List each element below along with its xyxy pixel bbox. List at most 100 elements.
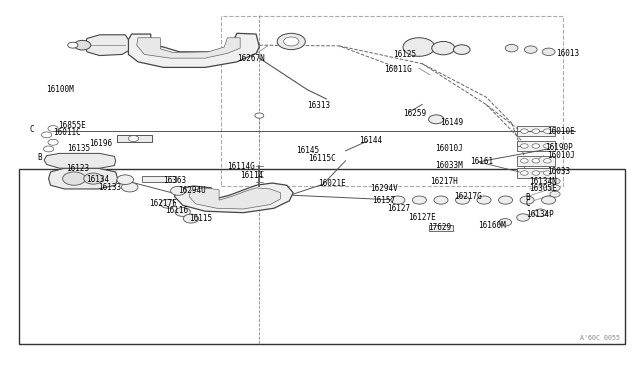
Circle shape [42,132,52,138]
Circle shape [175,208,190,217]
Text: C: C [30,125,35,134]
Circle shape [541,196,556,204]
Text: 16115C: 16115C [308,154,336,163]
Circle shape [543,158,551,163]
Text: 16100M: 16100M [46,85,74,94]
Circle shape [171,186,186,195]
Text: 16033: 16033 [547,167,570,176]
Text: 16123: 16123 [66,164,89,173]
Circle shape [532,144,540,148]
Text: B: B [38,153,42,162]
Circle shape [532,129,540,134]
Circle shape [129,136,139,141]
Text: 16217H: 16217H [430,177,458,186]
Circle shape [499,196,513,204]
Text: 16855E: 16855E [58,121,86,130]
Text: 16190P: 16190P [545,143,573,152]
Text: 16011G: 16011G [384,65,412,74]
Bar [429,225,453,231]
Polygon shape [85,35,129,55]
Circle shape [499,219,511,226]
Circle shape [524,46,537,53]
Text: 16134P: 16134P [525,211,554,219]
Circle shape [456,196,470,204]
Text: 17629: 17629 [429,223,452,232]
Text: 16127: 16127 [387,205,410,214]
Circle shape [74,40,91,50]
Text: 16134N: 16134N [529,177,557,186]
Circle shape [520,158,528,163]
Text: 16313: 16313 [307,101,330,110]
Circle shape [161,199,175,208]
Text: 16363: 16363 [164,176,187,185]
Bar [516,126,555,137]
Polygon shape [49,168,118,189]
Circle shape [429,115,444,124]
Text: 16013: 16013 [556,49,579,58]
Polygon shape [189,188,280,209]
Polygon shape [44,153,116,168]
Circle shape [550,185,560,191]
Text: 16217F: 16217F [150,199,177,208]
Text: 16010J: 16010J [435,144,463,153]
Circle shape [255,113,264,118]
Circle shape [117,175,134,185]
Circle shape [534,209,547,217]
Text: 16135: 16135 [67,144,90,153]
Circle shape [543,144,551,148]
Text: 16011C: 16011C [52,128,81,137]
Circle shape [48,139,58,145]
Circle shape [84,173,103,184]
Circle shape [68,42,78,48]
Circle shape [122,182,138,192]
Circle shape [63,172,86,185]
Polygon shape [137,38,240,58]
Text: 16149: 16149 [440,118,463,127]
Circle shape [44,146,54,152]
Circle shape [477,196,491,204]
Circle shape [543,129,551,134]
Circle shape [520,129,528,134]
Circle shape [532,158,540,163]
Text: 16305E: 16305E [529,185,557,193]
Text: A'60C 0055: A'60C 0055 [580,335,620,341]
Text: 16145: 16145 [296,146,319,155]
Text: 16133: 16133 [98,183,121,192]
Circle shape [284,37,299,46]
Text: 16010J: 16010J [547,151,575,160]
Circle shape [454,45,470,54]
Circle shape [277,33,305,49]
Text: 16010E: 16010E [547,126,575,136]
Text: 16217G: 16217G [454,192,482,201]
Circle shape [550,178,560,184]
Text: 16114: 16114 [240,171,263,180]
Text: B: B [525,193,531,202]
Text: 16144: 16144 [360,136,383,145]
Text: 16021E: 16021E [318,179,346,188]
Circle shape [520,171,528,175]
Circle shape [183,214,198,223]
Text: 16115: 16115 [189,214,212,223]
Bar [516,168,555,178]
Bar [117,135,152,142]
Text: 16157: 16157 [372,196,396,205]
Circle shape [412,196,426,204]
Polygon shape [174,183,293,213]
Text: 16161: 16161 [470,157,493,166]
Text: 16294U: 16294U [178,186,206,195]
Text: 16294V: 16294V [370,185,397,193]
Circle shape [505,44,518,52]
Text: 16259: 16259 [403,109,426,118]
Text: 16033M: 16033M [435,161,463,170]
Circle shape [391,196,405,204]
Text: 16160M: 16160M [478,221,506,230]
Circle shape [520,144,528,148]
Bar [516,155,555,166]
Circle shape [542,48,555,55]
Polygon shape [129,33,259,67]
Circle shape [434,196,448,204]
Text: 16125: 16125 [394,50,417,59]
Circle shape [543,171,551,175]
Circle shape [516,214,529,221]
Circle shape [432,41,455,55]
